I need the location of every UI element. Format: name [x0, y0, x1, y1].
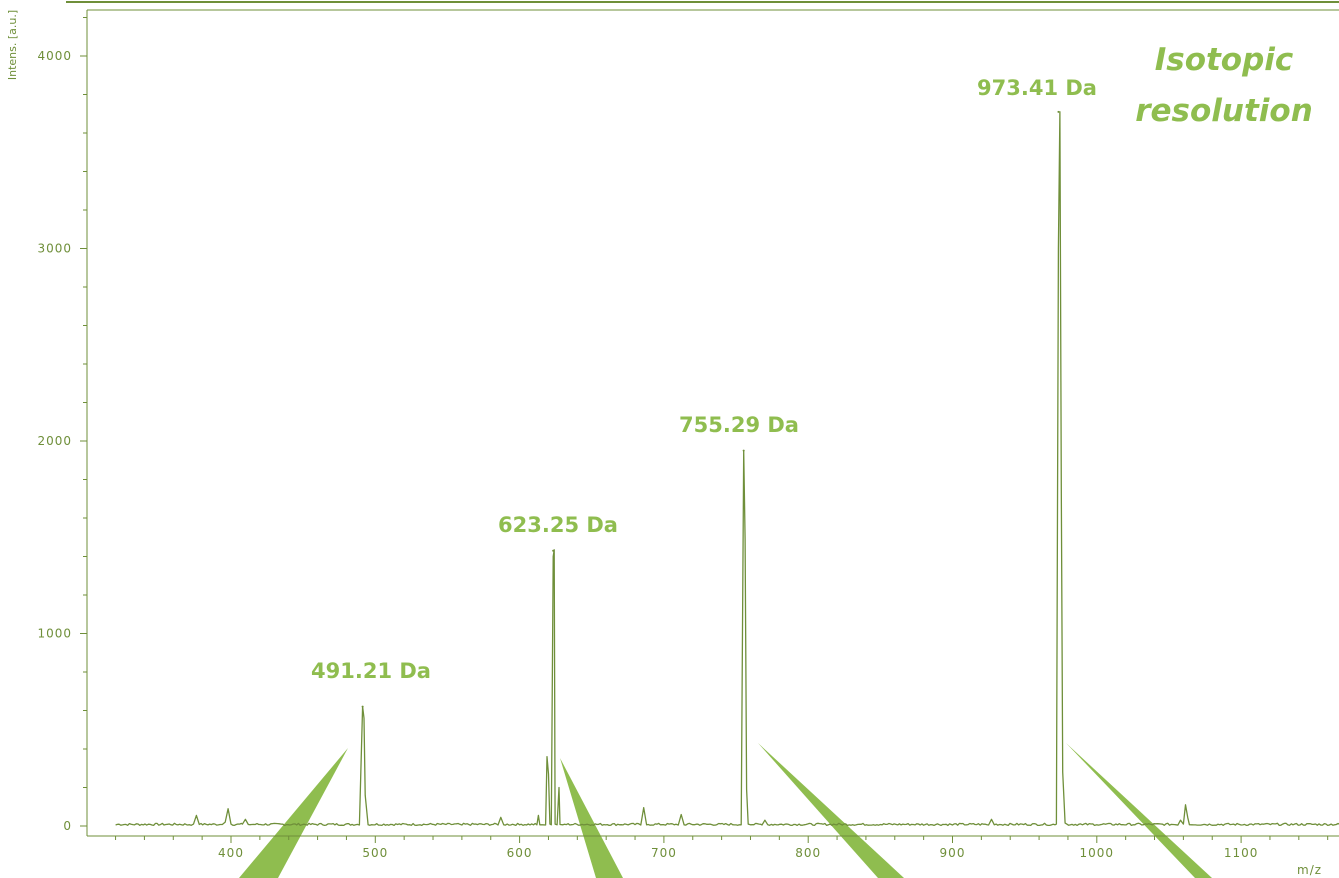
y-axis-title: Intens. [a.u.]: [6, 10, 19, 80]
x-axis-title: m/z: [1297, 863, 1322, 877]
x-tick-label: 400: [218, 846, 244, 860]
peak-label-2: 623.25 Da: [498, 513, 618, 537]
peak-pointer-3: [758, 743, 904, 878]
peak-marker: [552, 549, 555, 552]
y-tick-label: 1000: [37, 627, 72, 641]
peak-pointers: [239, 743, 1212, 878]
y-tick-label: 3000: [37, 242, 72, 256]
spectrum-trace: [115, 111, 1339, 827]
y-tick-label: 4000: [37, 49, 72, 63]
x-tick-label: 800: [795, 846, 821, 860]
chart-labels: 0 1000 2000 3000 4000 400 500 600 700 800 900 1000 1…: [6, 10, 1322, 877]
peak-pointer-4: [1066, 743, 1212, 878]
peak-label-4: 973.41 Da: [977, 76, 1097, 100]
peak-pointer-1: [239, 748, 348, 878]
x-tick-label: 1000: [1080, 846, 1115, 860]
note-line-2: resolution: [1135, 93, 1313, 129]
x-tick-label: 600: [507, 846, 533, 860]
y-tick-label: 2000: [37, 434, 72, 448]
x-tick-label: 500: [362, 846, 388, 860]
peak-marker: [742, 449, 745, 452]
chart-axes: [66, 1, 1339, 843]
isotopic-resolution-note: Isotopic resolution: [1135, 42, 1313, 129]
x-tick-label: 700: [651, 846, 677, 860]
spectrum-trace-layer: [115, 110, 1339, 827]
peak-marker: [361, 705, 364, 708]
peak-label-3: 755.29 Da: [679, 413, 799, 437]
peak-label-1: 491.21 Da: [311, 659, 431, 683]
y-tick-label: 0: [63, 819, 72, 833]
x-tick-label: 1100: [1224, 846, 1259, 860]
x-tick-label: 900: [940, 846, 966, 860]
note-line-1: Isotopic: [1155, 42, 1294, 78]
peak-marker: [1057, 110, 1060, 113]
peak-pointer-2: [560, 758, 623, 878]
